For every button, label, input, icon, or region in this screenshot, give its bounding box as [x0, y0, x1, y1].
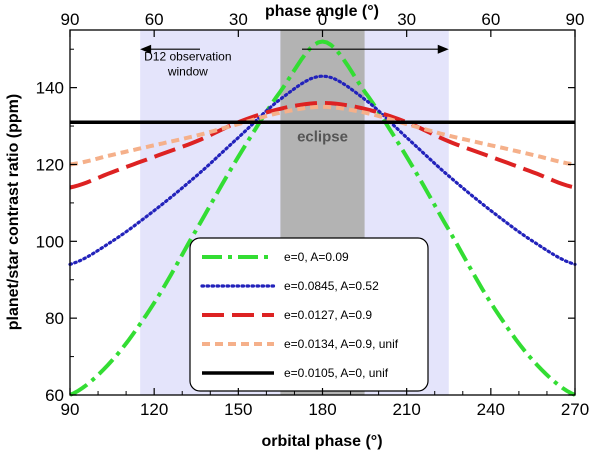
series-layer — [68, 39, 577, 397]
x-tick-label: 90 — [61, 400, 80, 419]
top-tick-label: 60 — [481, 10, 500, 29]
x-axis-title: orbital phase (°) — [261, 433, 382, 450]
legend-box — [189, 237, 429, 392]
top-tick-label: 30 — [229, 10, 248, 29]
observation-window-label-line: window — [167, 65, 208, 79]
y-tick-label: 80 — [45, 309, 64, 328]
legend-label: e=0.0105, A=0, unif — [284, 366, 389, 380]
x-tick-label: 180 — [308, 400, 336, 419]
arrow-head-right — [437, 44, 449, 54]
series-line-2 — [68, 74, 577, 266]
arrow-head-left — [140, 44, 152, 54]
top-tick-label: 90 — [566, 10, 585, 29]
x-tick-label: 210 — [392, 400, 420, 419]
x-tick-label: 120 — [140, 400, 168, 419]
x-tick-label: 240 — [477, 400, 505, 419]
legend: e=0, A=0.09 e=0.0845, A=0.52 e=0.0127, A=0… — [189, 237, 429, 392]
eclipse-label: eclipse — [297, 128, 348, 145]
series-line-1 — [69, 39, 576, 397]
top-axis: 90 60 30 0 30 60 90 — [61, 10, 585, 37]
top-tick-label: 30 — [397, 10, 416, 29]
x-tick-label: 270 — [561, 400, 589, 419]
legend-label: e=0.0134, A=0.9, unif — [284, 337, 399, 351]
top-tick-label: 60 — [145, 10, 164, 29]
y-axis-title: planet/star contrast ratio (ppm) — [5, 94, 22, 330]
top-axis-title: phase angle (°) — [265, 3, 379, 20]
x-tick-label: 150 — [224, 400, 252, 419]
y-tick-label: 60 — [45, 386, 64, 405]
legend-label: e=0.0845, A=0.52 — [284, 279, 379, 293]
top-tick-label: 90 — [61, 10, 80, 29]
legend-label: e=0, A=0.09 — [284, 250, 349, 264]
legend-label: e=0.0127, A=0.9 — [284, 308, 372, 322]
left-axis: 60 80 100 120 140 — [36, 48, 575, 405]
bottom-axis: 90 120 150 180 210 240 270 — [61, 388, 589, 419]
observation-window-label-line: D12 observation — [144, 50, 231, 64]
y-tick-label: 140 — [36, 79, 64, 98]
y-tick-label: 120 — [36, 155, 64, 174]
y-tick-label: 100 — [36, 232, 64, 251]
series-line-4 — [69, 104, 576, 167]
top-tick-label: 0 — [318, 10, 327, 29]
